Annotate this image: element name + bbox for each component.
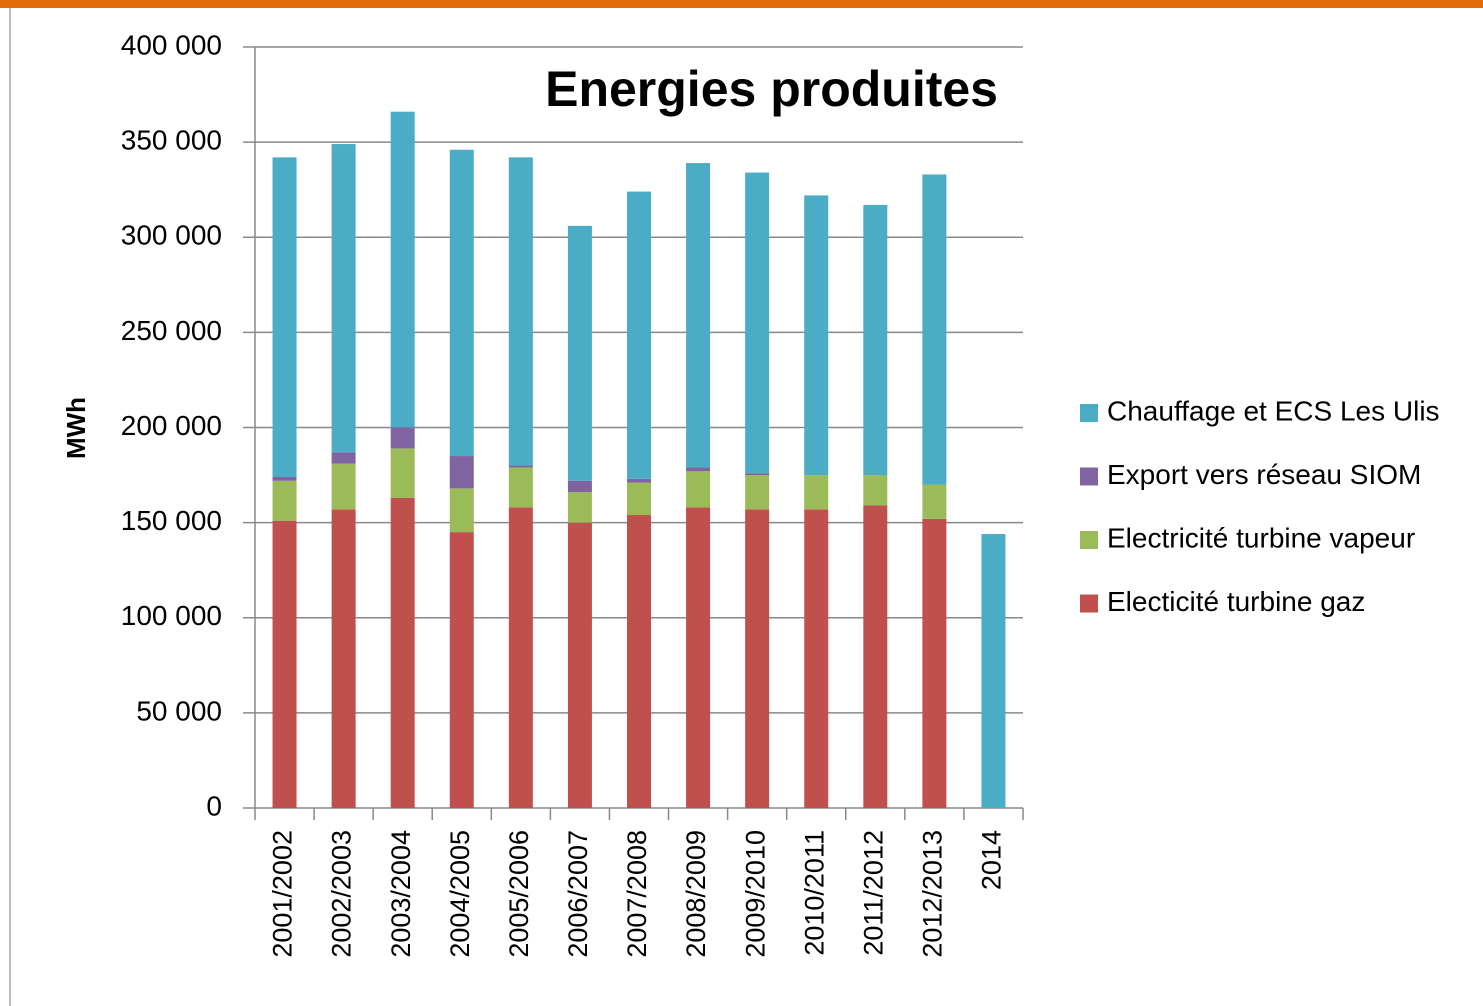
bar-segment — [745, 172, 770, 474]
x-tick-label: 2010/2011 — [799, 830, 829, 956]
bar-segment — [508, 467, 533, 508]
y-axis-label: MWh — [61, 397, 91, 459]
y-tick-label: 350 000 — [121, 125, 222, 156]
bar-segment — [508, 157, 533, 466]
bar-segment — [567, 492, 592, 523]
legend-swatch — [1080, 531, 1098, 549]
bar-segment — [981, 534, 1006, 808]
x-tick-label: 2014 — [977, 830, 1007, 890]
y-tick-label: 50 000 — [136, 695, 222, 726]
bar-segment — [390, 111, 415, 428]
legend-label: Electricité turbine vapeur — [1107, 522, 1415, 553]
x-tick-label: 2011/2012 — [858, 830, 888, 956]
bar-segment — [331, 144, 356, 453]
bar-segment — [390, 448, 415, 498]
bar-segment — [508, 507, 533, 808]
x-tick-label: 2008/2009 — [681, 830, 711, 958]
x-tick-label: 2004/2005 — [445, 830, 475, 958]
bar-segment — [567, 480, 592, 493]
bar-segment — [627, 191, 651, 479]
bar-segment — [390, 497, 415, 808]
bar-segment — [863, 505, 888, 808]
bar-segment — [449, 532, 474, 808]
legend-swatch — [1080, 404, 1098, 422]
x-tick-label: 2003/2004 — [386, 830, 416, 958]
legend-label: Chauffage et ECS Les Ulis — [1107, 395, 1440, 426]
bar-segment — [804, 475, 829, 510]
legend-swatch — [1080, 594, 1098, 613]
bar-segment — [863, 204, 888, 476]
bar-segment — [627, 515, 651, 808]
bar-segment — [272, 157, 297, 477]
x-tick-label: 2002/2003 — [327, 830, 357, 958]
legend-label: Electicité turbine gaz — [1107, 586, 1365, 617]
bar-segment — [272, 480, 297, 521]
y-tick-label: 300 000 — [121, 220, 222, 251]
bar-segment — [331, 463, 356, 510]
bar-segment — [390, 427, 415, 449]
bar-segment — [745, 509, 770, 808]
y-tick-label: 400 000 — [121, 29, 222, 60]
bar-segment — [627, 482, 651, 516]
bar-segment — [686, 163, 711, 468]
bar-segment — [567, 225, 592, 481]
legend-label: Export vers réseau SIOM — [1107, 459, 1421, 490]
x-tick-label: 2009/2010 — [740, 830, 770, 958]
bar-segment — [449, 149, 474, 457]
y-tick-label: 100 000 — [121, 600, 222, 631]
bar-segment — [272, 520, 297, 808]
bar-segment — [922, 484, 947, 519]
bar-segment — [331, 452, 356, 464]
x-tick-label: 2001/2002 — [268, 830, 298, 958]
bar-segment — [804, 509, 829, 808]
top-bar — [0, 0, 1483, 8]
bar-segment — [272, 476, 297, 481]
bar-segment — [627, 478, 651, 483]
y-tick-label: 200 000 — [121, 410, 222, 441]
x-tick-label: 2005/2006 — [504, 830, 534, 958]
y-tick-label: 150 000 — [121, 505, 222, 536]
bar-segment — [922, 518, 947, 808]
bar-segment — [686, 467, 711, 472]
bar-segment — [922, 174, 947, 485]
bar-segment — [804, 195, 829, 476]
bar-segment — [449, 456, 474, 489]
bar-segment — [331, 509, 356, 808]
bar-segment — [567, 522, 592, 808]
bar-segment — [863, 475, 888, 506]
x-tick-label: 2006/2007 — [563, 830, 593, 958]
chart-title: Energies produites — [545, 61, 998, 117]
bar-segment — [508, 465, 533, 468]
bar-segment — [449, 488, 474, 533]
y-tick-label: 0 — [206, 790, 222, 821]
bar-segment — [745, 473, 770, 476]
bar-segment — [745, 475, 770, 510]
x-tick-label: 2007/2008 — [622, 830, 652, 958]
x-tick-label: 2012/2013 — [918, 830, 948, 958]
bar-segment — [686, 471, 711, 508]
y-tick-label: 250 000 — [121, 315, 222, 346]
bar-segment — [686, 507, 711, 808]
legend-swatch — [1080, 467, 1098, 486]
